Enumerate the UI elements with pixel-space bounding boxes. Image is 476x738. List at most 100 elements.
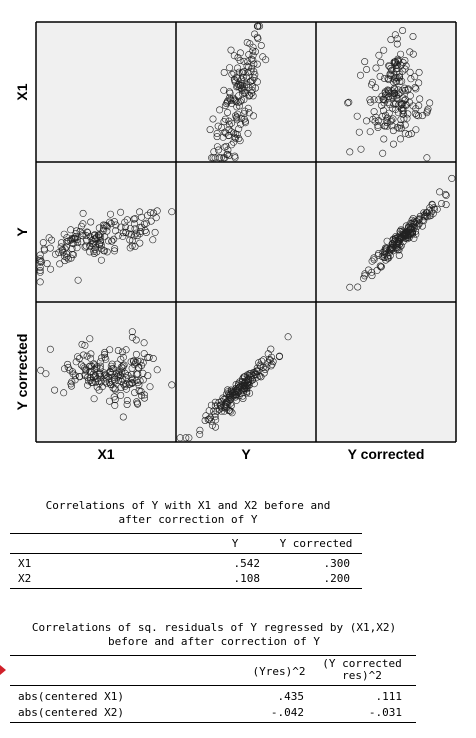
scatter-point [380,135,388,143]
scatter-point [379,107,387,115]
scatter-point [441,190,449,198]
scatter-point [74,353,82,361]
scatter-point [344,99,352,107]
scatter-point [36,278,44,286]
scatter-point [384,75,392,83]
scatter-point [196,430,204,438]
scatter-point [131,389,139,397]
scatter-point [64,363,72,371]
scatter-point [235,383,243,391]
scatter-point [394,58,402,66]
scatter-point [136,377,144,385]
scatter-point [392,243,400,251]
scatter-point [211,402,219,410]
scatter-point [131,243,139,251]
scatter-point [245,370,253,378]
scatter-point [95,240,103,248]
scatter-point [400,231,408,239]
scatter-point [411,110,419,118]
scatter-point [386,71,394,79]
scatter-point [90,395,98,403]
scatter-point [227,402,235,410]
scatter-point [230,129,238,137]
scatter-point [400,115,408,123]
scatter-point [391,59,399,67]
scatter-point [267,353,275,361]
scatter-point [353,112,361,120]
scatter-point [119,353,127,361]
scatter-point [368,272,376,280]
scatter-point [133,370,141,378]
scatter-point [135,387,143,395]
panel-0-1 [176,22,316,162]
scatter-point [86,242,94,250]
scatter-point [43,260,51,268]
scatter-point [240,382,248,390]
scatter-point [227,399,235,407]
scatter-point [90,360,98,368]
scatter-point [405,130,413,138]
scatter-point [216,106,224,114]
scatter-point [221,115,229,123]
scatter-point [86,335,94,343]
scatter-point [387,36,395,44]
scatter-point [386,252,394,260]
scatter-point [236,49,244,57]
scatter-point [412,126,420,134]
scatter-point [423,107,431,115]
scatter-point [228,387,236,395]
scatter-point [213,407,221,415]
scatter-point [380,251,388,259]
scatter-point [96,370,104,378]
scatter-point [111,396,119,404]
scatter-point [128,333,136,341]
scatter-point [385,62,393,70]
scatter-point [123,400,131,408]
scatter-point [269,358,277,366]
scatter-point [356,71,364,79]
scatter-point [110,375,118,383]
scatter-point [233,116,241,124]
scatter-point [210,407,218,415]
scatter-point [64,255,72,263]
scatter-point [385,62,393,70]
scatter-point [409,102,417,110]
scatter-point [57,239,65,247]
scatter-point [233,131,241,139]
scatter-point [245,63,253,71]
scatter-point [379,149,387,157]
scatter-point [61,257,69,265]
scatter-point [251,48,259,56]
scatter-point [127,374,135,382]
scatter-point [93,383,101,391]
scatter-point [384,254,392,262]
table2-row-x1-y-corrected-res: .111 [375,690,403,703]
scatter-point [153,207,161,215]
scatter-point [235,380,243,388]
scatter-point [219,394,227,402]
scatter-point [96,364,104,372]
scatter-point [76,227,84,235]
scatter-point [89,378,97,386]
scatter-point [239,394,247,402]
table2-top-rule [10,655,416,656]
scatter-point [51,250,59,258]
table1-row-x1-y-corrected: .300 [323,557,351,570]
scatter-point [130,357,138,365]
table2-row-x1-yres: .435 [277,690,305,703]
scatter-point [393,77,401,85]
scatter-point [407,225,415,233]
scatter-point [364,266,372,274]
scatter-point [147,217,155,225]
scatter-point [146,383,154,391]
scatter-point [366,96,374,104]
scatter-point [168,208,176,216]
table1-row-x2-y-corrected: .200 [323,572,351,585]
scatter-point [36,258,44,266]
scatter-point [389,115,397,123]
scatter-point [79,209,87,217]
scatter-point [64,360,72,368]
scatter-point [136,208,144,216]
scatter-point [256,22,264,30]
scatter-point [236,56,244,64]
